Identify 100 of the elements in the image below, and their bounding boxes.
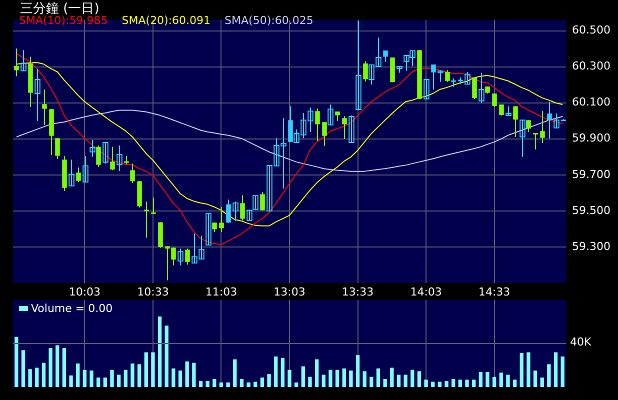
candlestick bbox=[520, 120, 526, 158]
candlestick bbox=[82, 156, 88, 182]
candlestick bbox=[322, 122, 327, 146]
bar bbox=[486, 372, 490, 387]
bar bbox=[110, 370, 114, 387]
bar bbox=[560, 356, 564, 387]
y-tick-label: 60.300 bbox=[572, 60, 610, 73]
bar bbox=[226, 382, 230, 387]
bar bbox=[314, 359, 319, 387]
candlestick bbox=[20, 50, 26, 72]
candlestick bbox=[144, 201, 149, 238]
candlestick bbox=[206, 213, 212, 246]
legend-label: Volume = 0.00 bbox=[31, 302, 113, 315]
candlestick bbox=[178, 248, 184, 266]
candlestick bbox=[212, 222, 217, 233]
candlestick bbox=[342, 116, 347, 140]
candlestick bbox=[185, 248, 190, 266]
bar bbox=[48, 348, 52, 387]
bar bbox=[178, 370, 182, 387]
text: SMA(20):60.091 bbox=[122, 14, 211, 27]
bar bbox=[103, 378, 107, 387]
bar bbox=[267, 374, 271, 387]
bar bbox=[192, 362, 196, 387]
bar bbox=[396, 374, 401, 387]
bar bbox=[376, 368, 380, 387]
y-tick-label: 59.500 bbox=[572, 204, 610, 217]
candlestick bbox=[240, 194, 245, 221]
bar bbox=[335, 370, 340, 387]
bar bbox=[410, 370, 414, 387]
bar bbox=[212, 378, 216, 387]
x-tick-label: 11:03 bbox=[205, 285, 238, 298]
bar bbox=[465, 380, 469, 387]
bar bbox=[219, 382, 224, 387]
bar bbox=[35, 368, 39, 387]
bar bbox=[274, 356, 278, 387]
y-tick-label: 60.500 bbox=[572, 24, 610, 37]
bar bbox=[246, 382, 250, 387]
candlestick bbox=[492, 92, 497, 108]
bar bbox=[21, 350, 26, 387]
bar bbox=[362, 371, 366, 387]
bar bbox=[506, 374, 510, 387]
bar bbox=[383, 378, 387, 387]
bar bbox=[151, 352, 155, 387]
candlestick bbox=[219, 206, 224, 233]
bar bbox=[349, 370, 353, 387]
candlestick bbox=[335, 111, 340, 122]
candlestick bbox=[478, 72, 484, 104]
candlestick bbox=[90, 140, 96, 158]
bar bbox=[417, 371, 422, 387]
candlestick bbox=[424, 78, 430, 100]
bar bbox=[452, 378, 456, 387]
candlestick bbox=[14, 48, 19, 77]
bar bbox=[233, 359, 237, 387]
bar bbox=[62, 348, 66, 387]
bar bbox=[96, 378, 100, 387]
bar bbox=[82, 370, 87, 387]
candlestick bbox=[315, 108, 320, 142]
bar bbox=[144, 352, 148, 387]
bar bbox=[390, 368, 394, 387]
bar bbox=[124, 370, 128, 387]
candlestick bbox=[445, 70, 450, 82]
x-tick-label: 13:33 bbox=[342, 285, 374, 298]
y-tick-label: 59.300 bbox=[572, 240, 610, 253]
candlestick bbox=[328, 104, 334, 126]
candlestick bbox=[348, 114, 354, 143]
bar bbox=[370, 376, 374, 387]
bar bbox=[288, 370, 292, 387]
bar bbox=[520, 352, 524, 387]
bar bbox=[431, 382, 435, 387]
x-tick-label: 14:03 bbox=[410, 285, 442, 298]
bar bbox=[444, 381, 448, 387]
candlestick bbox=[116, 145, 122, 172]
bar bbox=[206, 381, 210, 387]
ref-line-label: 40K bbox=[570, 336, 592, 349]
candlestick bbox=[506, 106, 512, 116]
candlestick bbox=[34, 68, 40, 122]
bar bbox=[547, 364, 551, 387]
candlestick bbox=[102, 142, 108, 164]
x-tick-label: 14:33 bbox=[478, 285, 510, 298]
bar bbox=[322, 374, 326, 387]
bar bbox=[308, 376, 312, 387]
candlestick bbox=[55, 138, 60, 160]
bar bbox=[172, 368, 176, 387]
candlestick bbox=[260, 192, 265, 211]
bar bbox=[540, 378, 544, 387]
bar bbox=[458, 380, 462, 387]
candlestick bbox=[151, 197, 156, 214]
bar bbox=[28, 369, 32, 387]
bar bbox=[438, 382, 442, 387]
candlestick bbox=[110, 146, 115, 171]
bar bbox=[280, 358, 285, 387]
x-tick-label: 13:03 bbox=[274, 285, 306, 298]
bar bbox=[301, 366, 305, 387]
x-tick-label: 10:33 bbox=[137, 285, 169, 298]
bar bbox=[342, 368, 346, 387]
bar bbox=[76, 364, 80, 387]
x-tick-label: 10:03 bbox=[68, 285, 101, 298]
candlestick bbox=[540, 110, 545, 144]
bar bbox=[56, 345, 60, 387]
candlestick bbox=[68, 159, 74, 186]
